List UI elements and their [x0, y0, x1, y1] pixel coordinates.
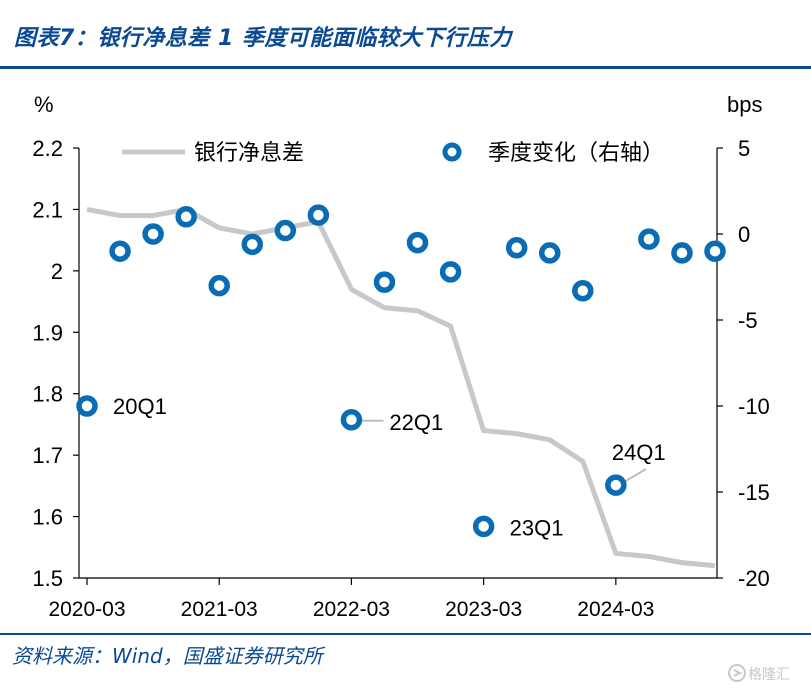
qoq-change-point: [208, 274, 230, 297]
annotation-label-24q1: 24Q1: [612, 440, 666, 465]
watermark-text: 格隆汇: [748, 667, 790, 683]
y-right-tick-label: 0: [738, 222, 750, 247]
qoq-change-point: [241, 233, 264, 256]
annotation-label-22q1: 22Q1: [389, 410, 443, 435]
title-bar: 图表7：银行净息差 1 季度可能面临较大下行压力: [0, 0, 811, 66]
qoq-change-point: [538, 242, 561, 264]
annotation-leader-24q1: [623, 468, 647, 483]
legend-label-nim: 银行净息差: [194, 141, 304, 166]
y-left-tick-label: 1.8: [32, 382, 63, 407]
qoq-change-point: [274, 219, 297, 242]
qoq-change-point: [76, 395, 98, 417]
watermark: 格隆汇: [724, 658, 811, 688]
qoq-change-point: [373, 271, 396, 293]
y-left-tick-label: 2: [51, 259, 63, 284]
y-right-tick-label: -15: [738, 480, 770, 505]
x-tick-label: 2023-03: [445, 598, 522, 621]
nim-series-line: [86, 206, 716, 569]
chart-title: 图表7：银行净息差 1 季度可能面临较大下行压力: [14, 26, 512, 51]
qoq-change-point: [109, 240, 131, 262]
qoq-change-point: [175, 206, 197, 228]
qoq-change-point: [638, 228, 660, 250]
qoq-change-point: [572, 280, 594, 302]
qoq-change-point: [307, 204, 330, 226]
footer-divider: [0, 633, 811, 635]
qoq-change-point: [605, 474, 627, 496]
legend-label-qoq: 季度变化（右轴）: [488, 141, 664, 166]
qoq-change-point: [142, 223, 164, 245]
y-left-tick-label: 1.9: [32, 320, 63, 345]
y-left-unit-label: %: [34, 92, 54, 117]
qoq-change-point: [472, 515, 495, 538]
y-left-tick-label: 1.6: [32, 505, 63, 530]
y-right-tick-label: -5: [738, 308, 758, 333]
title-divider: [0, 66, 811, 69]
y-left-tick-label: 1.5: [32, 566, 63, 591]
y-right-tick-label: -20: [738, 566, 770, 591]
y-left-tick-label: 2.1: [32, 197, 63, 222]
qoq-change-point: [704, 240, 726, 262]
y-left-tick-label: 1.7: [32, 443, 63, 468]
annotation-label-23q1: 23Q1: [510, 515, 564, 540]
y-right-tick-label: 5: [738, 136, 750, 161]
watermark-logo-icon: [728, 664, 746, 682]
x-tick-label: 2024-03: [577, 598, 654, 621]
legend-dot-swatch: [442, 142, 462, 162]
qoq-change-point: [505, 237, 528, 259]
qoq-change-point: [406, 231, 429, 254]
x-tick-label: 2021-03: [181, 598, 258, 621]
x-tick-label: 2022-03: [313, 598, 390, 621]
y-right-tick-label: -10: [738, 394, 770, 419]
source-note: 资料来源：Wind，国盛证券研究所: [12, 644, 323, 668]
chart-canvas: 2.2 2.1 2 1.9 1.8 1.7 1.6 1.5% 5 0 -5 -10 -15 -20 bps 2…: [32, 92, 770, 621]
y-right-unit-label: bps: [727, 92, 762, 117]
qoq-change-point: [340, 409, 363, 431]
annotation-label-20q1: 20Q1: [113, 394, 167, 419]
x-tick-label: 2020-03: [48, 598, 125, 621]
qoq-change-point: [671, 242, 693, 264]
qoq-change-point: [439, 261, 462, 283]
y-left-tick-label: 2.2: [32, 136, 63, 161]
